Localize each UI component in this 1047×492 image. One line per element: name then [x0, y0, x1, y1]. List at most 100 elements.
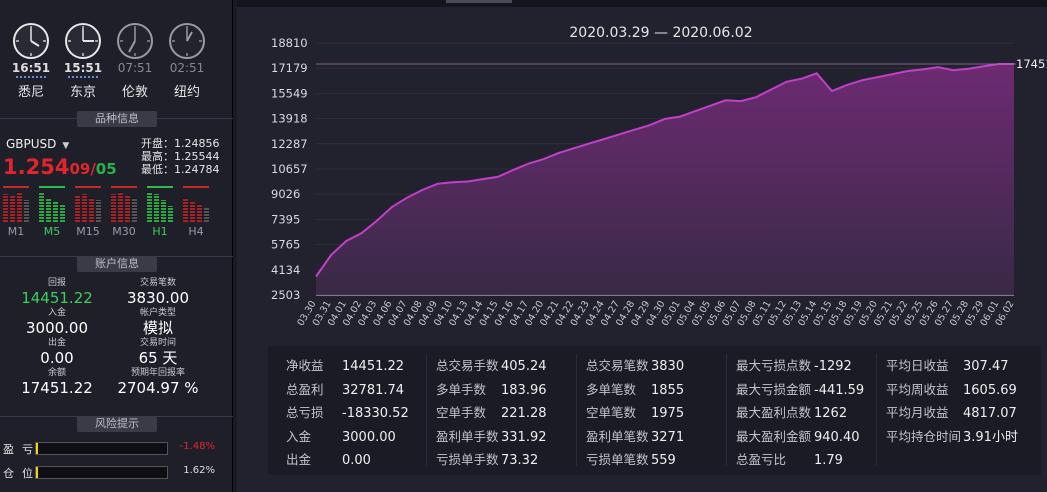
stat-value: -1292	[814, 359, 852, 374]
stat-label: 多单笔数	[586, 381, 637, 397]
stat-row: 盈利单笔数 3271	[586, 426, 684, 450]
ohl-block: 开盘：1.24856 最高：1.25544 最低：1.24784	[141, 137, 220, 176]
stat-value: 221.28	[501, 406, 547, 421]
clock-city: 伦敦	[121, 85, 148, 100]
clock-time: 16:51	[11, 61, 51, 75]
risk-name: 盈亏	[3, 443, 41, 456]
deposit-label: 入金	[47, 308, 66, 318]
y-tick-label: 4134	[271, 263, 300, 277]
stat-value: 331.92	[501, 429, 547, 445]
stats-column: 净收益 14451.22 总盈利 32781.74 总亏损 -18330.52 入金 3000…	[286, 355, 409, 473]
last-value-label: 17451.22	[1016, 57, 1047, 71]
stat-value: 1975	[651, 406, 685, 421]
symbol-name: GBPUSD	[6, 137, 57, 151]
open-value: 1.24856	[174, 137, 220, 150]
stat-row: 总盈利 32781.74	[286, 379, 409, 403]
equity-chart: 2020.03.29 — 2020.06.02 2503 4134 5765 7395…	[271, 25, 1047, 328]
stat-value: 14451.22	[342, 359, 405, 374]
low-label: 最低：	[141, 163, 174, 176]
y-tick-label: 18810	[271, 36, 308, 50]
stat-value: 3271	[651, 429, 685, 445]
stat-value: -441.59	[814, 382, 865, 398]
stat-label: 总盈亏比	[736, 452, 787, 467]
stat-label: 总亏损	[286, 405, 324, 420]
stat-value: 3.91小时	[963, 429, 1018, 445]
account-type-value: 模拟	[142, 319, 173, 337]
y-tick-label: 10657	[271, 162, 308, 176]
stats-column: 最大亏损点数 -1292 最大亏损金额 -441.59 最大盈利点数 1262 最大盈利金额…	[736, 355, 864, 473]
stat-label: 亏损单手数	[436, 452, 499, 467]
equity-area	[316, 64, 1014, 295]
equity-line	[315, 63, 1014, 278]
stat-row: 空单手数 221.28	[436, 402, 547, 426]
timeframe-m15[interactable]: M15	[76, 225, 100, 238]
timeframe-h4[interactable]: H4	[188, 225, 204, 238]
section-title-instrument: 品种信息	[77, 111, 157, 127]
stat-row: 最大盈利金额 940.40	[736, 426, 864, 450]
timeframe-m1[interactable]: M1	[7, 225, 25, 238]
stat-row: 多单笔数 1855	[586, 379, 684, 403]
price-pips: 09	[69, 160, 91, 178]
chart-title: 2020.03.29 — 2020.06.02	[569, 25, 752, 41]
dropdown-arrow-icon: ▼	[62, 141, 70, 151]
timeframe-m30[interactable]: M30	[112, 225, 136, 238]
timeframe-h1[interactable]: H1	[152, 225, 168, 238]
trade-time-label: 交易时间	[139, 338, 176, 348]
stat-label: 平均周收益	[886, 381, 949, 397]
risk-position: 仓位 1.62%	[0, 465, 233, 481]
symbol-selector[interactable]: GBPUSD ▼	[6, 137, 69, 151]
stat-value: 4817.07	[963, 406, 1017, 421]
profit-value: 14451.22	[21, 289, 93, 307]
clock-tokyo: 15:51 东京	[57, 22, 109, 100]
stat-value: 73.32	[501, 453, 539, 468]
clock-icon	[117, 23, 153, 59]
risk-pct: 1.62%	[183, 465, 215, 476]
y-tick-label: 5765	[271, 238, 300, 252]
stat-label: 入金	[286, 428, 312, 444]
stat-row: 最大盈利点数 1262	[736, 402, 864, 426]
profit-label: 回报	[47, 278, 66, 288]
stat-row: 总亏损 -18330.52	[286, 402, 409, 426]
stat-value: 3830	[651, 359, 685, 374]
high-label: 最高：	[141, 150, 174, 163]
top-bar	[237, 0, 1047, 7]
stat-row: 总盈亏比 1.79	[736, 449, 864, 473]
section-title-account: 账户信息	[77, 256, 157, 272]
clock-icon	[65, 23, 101, 59]
high-value: 1.25544	[174, 150, 220, 163]
balance-value: 17451.22	[21, 379, 93, 397]
y-tick-label: 17179	[271, 61, 308, 75]
deposit-value: 3000.00	[25, 319, 89, 337]
price-separator: /	[90, 160, 96, 178]
signal-bars-h4	[183, 186, 211, 222]
balance-label: 余额	[47, 368, 66, 378]
risk-bar	[35, 466, 168, 479]
stats-column: 总交易手数 405.24 多单手数 183.96 空单手数 221.28 盈利单手数 331.…	[436, 355, 547, 473]
price-main: 1.254	[3, 155, 70, 179]
stat-label: 最大盈利点数	[736, 405, 812, 420]
stats-column: 总交易笔数 3830 多单笔数 1855 空单笔数 1975 盈利单笔数 3271 亏损单笔数 5…	[586, 355, 684, 473]
timeframe-m5[interactable]: M5	[43, 225, 61, 238]
stat-label: 空单笔数	[586, 405, 637, 420]
stat-label: 亏损单笔数	[586, 452, 649, 467]
stat-label: 空单手数	[436, 405, 487, 420]
y-tick-label: 15549	[271, 86, 308, 100]
stat-value: 183.96	[501, 382, 547, 398]
stat-label: 总交易笔数	[586, 358, 649, 373]
stat-row: 净收益 14451.22	[286, 355, 409, 379]
stat-value: 307.47	[963, 359, 1009, 374]
statistics-table: 净收益 14451.22 总盈利 32781.74 总亏损 -18330.52 入金 3000…	[268, 346, 1041, 475]
trades-value: 3830.00	[126, 289, 190, 307]
clock-sydney: 16:51 悉尼	[5, 22, 57, 100]
left-panel: 16:51 悉尼 15:51 东京 07:51 伦敦	[0, 0, 233, 492]
stat-row: 亏损单手数 73.32	[436, 449, 547, 473]
y-tick-label: 7395	[271, 212, 300, 226]
stat-value: 1855	[651, 382, 685, 398]
clock-time: 15:51	[63, 61, 103, 75]
withdraw-label: 出金	[47, 338, 66, 348]
stat-row: 平均持仓时间 3.91小时	[886, 426, 1018, 450]
signal-bars-m1	[3, 186, 31, 222]
stat-label: 平均日收益	[886, 358, 949, 373]
trades-label: 交易笔数	[139, 278, 176, 288]
clock-time: 07:51	[117, 61, 153, 75]
